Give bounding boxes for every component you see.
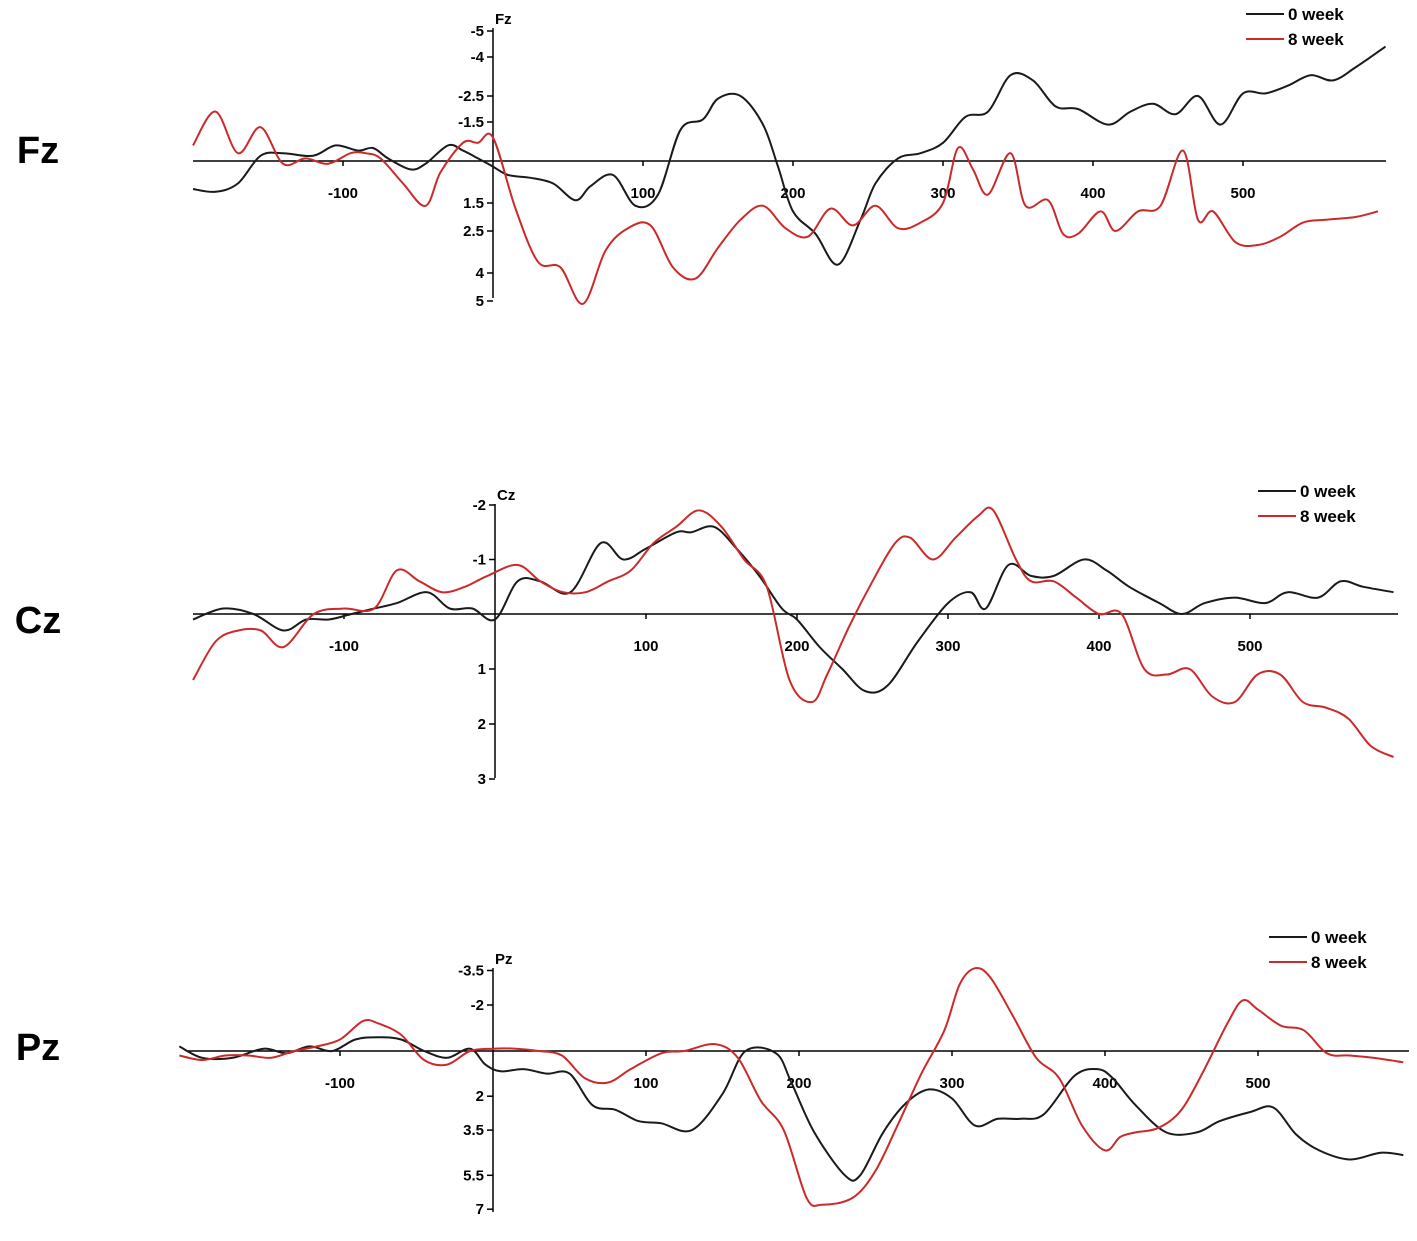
x-tick-label: 300 <box>939 1075 964 1092</box>
x-tick-label: 400 <box>1080 185 1105 202</box>
channel-label: Fz <box>495 11 512 28</box>
series-line-week8 <box>192 506 1394 758</box>
x-tick-label: 500 <box>1237 638 1262 655</box>
y-tick-label: 4 <box>476 265 485 282</box>
y-tick-label: 5 <box>476 293 484 310</box>
y-tick-label: -3.5 <box>458 963 484 980</box>
y-tick-label: 2.5 <box>463 223 484 240</box>
y-tick-label: 7 <box>476 1201 484 1218</box>
y-tick-label: 1 <box>478 661 486 678</box>
channel-label: Cz <box>497 487 515 504</box>
series-line-week0 <box>192 525 1394 694</box>
y-tick-label: -2 <box>471 997 484 1014</box>
chart-fz: -100 100 200 300 400 500-5-4-2.5-1.51.52.545F… <box>192 5 1387 310</box>
x-tick-label: 400 <box>1086 638 1111 655</box>
y-tick-label: -5 <box>471 23 484 40</box>
y-tick-label: 1.5 <box>463 195 484 212</box>
legend-label: 8 week <box>1300 507 1356 526</box>
y-tick-label: -2.5 <box>458 88 484 105</box>
x-tick-label: 300 <box>930 185 955 202</box>
series-line-week8 <box>179 966 1404 1207</box>
row-label-pz: Pz <box>15 1027 61 1069</box>
chart-cz: -100 100 200 300 400 500 -2 -1 1 2 3 Cz 0 week 8 week <box>192 482 1398 788</box>
x-tick-label: -100 <box>325 1075 355 1092</box>
y-tick-label: -4 <box>471 49 485 66</box>
y-tick-label: -2 <box>473 497 486 514</box>
x-tick-label: 500 <box>1230 185 1255 202</box>
x-tick-label: 300 <box>935 638 960 655</box>
x-tick-label: 100 <box>633 1075 658 1092</box>
x-tick-label: 400 <box>1092 1075 1117 1092</box>
row-label-cz: Cz <box>14 600 62 642</box>
y-tick-label: -1 <box>473 552 486 569</box>
x-tick-label: 100 <box>633 638 658 655</box>
series-line-week8 <box>192 110 1379 305</box>
y-tick-label: 2 <box>476 1088 484 1105</box>
y-tick-label: 2 <box>478 716 486 733</box>
legend-label: 8 week <box>1311 953 1367 972</box>
legend-label: 8 week <box>1288 30 1344 49</box>
legend-label: 0 week <box>1300 482 1356 501</box>
x-tick-label: -100 <box>328 185 358 202</box>
y-tick-label: 5.5 <box>463 1167 484 1184</box>
legend-label: 0 week <box>1288 5 1344 24</box>
row-label-fz: Fz <box>16 130 60 172</box>
series-line-week0 <box>192 45 1387 266</box>
series-line-week0 <box>178 1036 1404 1182</box>
y-tick-label: -1.5 <box>458 114 484 131</box>
x-tick-label: 500 <box>1245 1075 1270 1092</box>
x-tick-label: 200 <box>784 638 809 655</box>
x-tick-label: -100 <box>329 638 359 655</box>
channel-label: Pz <box>495 951 513 968</box>
y-tick-label: 3.5 <box>463 1122 484 1139</box>
x-tick-label: 100 <box>630 185 655 202</box>
chart-pz: -100 100 200 300 400 500 -3.5 -2 2 3.5 5.5 7 Pz 0 wee… <box>178 928 1409 1218</box>
legend-label: 0 week <box>1311 928 1367 947</box>
x-tick-label: 200 <box>786 1075 811 1092</box>
y-tick-label: 3 <box>478 771 486 788</box>
